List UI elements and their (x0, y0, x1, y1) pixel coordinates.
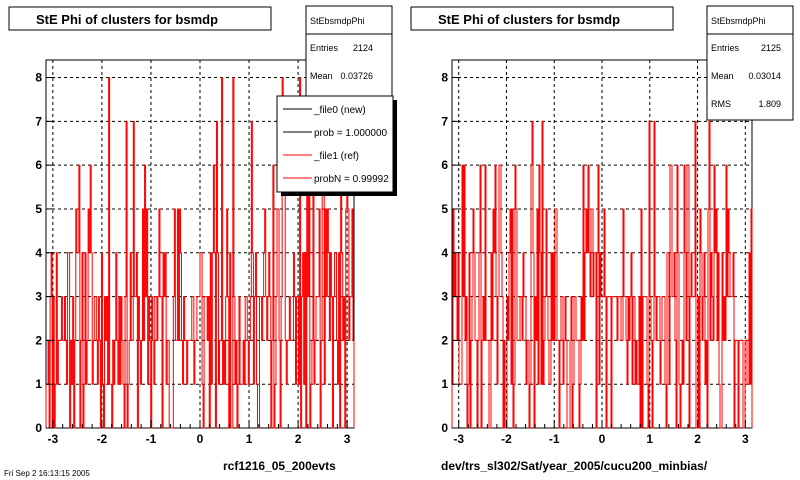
y-tick-label: 2 (441, 333, 448, 347)
x-tick-label: 3 (742, 432, 749, 446)
y-tick-label: 0 (35, 421, 42, 435)
x-tick-label: 2 (295, 432, 302, 446)
y-tick-label: 4 (441, 246, 448, 260)
left-title: StE Phi of clusters for bsmdp (36, 12, 218, 27)
right-stats-name: StEbsmdpPhi (711, 16, 766, 26)
left-histogram (45, 77, 355, 429)
x-tick-label: 2 (694, 432, 701, 446)
right-stats-entries-value: 2125 (761, 43, 781, 53)
left-xlabel: rcf1216_05_200evts (223, 459, 336, 473)
right-stats-mean-label: Mean (711, 71, 734, 81)
histogram-series (45, 77, 355, 429)
right-stats-box (706, 5, 794, 121)
left-axes: 0 1 2 3 4 5 6 7 8 -3 -2 -1 0 1 2 3 (35, 71, 350, 446)
y-tick-label: 4 (35, 246, 42, 260)
left-stats-entries-label: Entries (310, 43, 339, 53)
legend-label-probn: probN = 0.99992 (314, 174, 389, 185)
y-tick-label: 5 (441, 202, 448, 216)
right-title: StE Phi of clusters for bsmdp (438, 12, 620, 27)
left-panel: StE Phi of clusters for bsmdp 0 1 2 3 4 5 6 7 8 -… (8, 5, 397, 473)
legend-label-prob: prob = 1.000000 (314, 128, 388, 139)
y-tick-label: 2 (35, 333, 42, 347)
left-stats-name: StEbsmdpPhi (310, 16, 365, 26)
legend-label-ref: _file1 (ref) (313, 151, 359, 162)
x-tick-label: 1 (646, 432, 653, 446)
y-tick-label: 3 (35, 290, 42, 304)
y-tick-label: 5 (35, 202, 42, 216)
y-tick-label: 1 (441, 377, 448, 391)
x-tick-label: 0 (197, 432, 204, 446)
x-tick-label: -3 (453, 432, 464, 446)
x-tick-label: 0 (599, 432, 606, 446)
y-tick-label: 7 (35, 114, 42, 128)
right-title-box (410, 6, 674, 31)
legend-label-new: _file0 (new) (313, 105, 366, 116)
left-stats-mean-label: Mean (310, 71, 333, 81)
x-tick-label: -1 (549, 432, 560, 446)
right-stats-rms-value: 1.809 (758, 99, 781, 109)
y-tick-label: 8 (35, 71, 42, 85)
left-title-box (8, 6, 272, 31)
x-tick-label: -2 (97, 432, 108, 446)
right-histogram (451, 120, 753, 429)
y-tick-label: 6 (35, 158, 42, 172)
right-xlabel: dev/trs_sl302/Sat/year_2005/cucu200_minb… (441, 459, 708, 473)
left-stats-entries-value: 2124 (353, 43, 373, 53)
x-tick-label: -1 (146, 432, 157, 446)
y-tick-label: 6 (441, 158, 448, 172)
left-stats-box (305, 5, 393, 99)
y-tick-label: 0 (441, 421, 448, 435)
x-tick-label: -2 (501, 432, 512, 446)
y-tick-label: 3 (441, 290, 448, 304)
right-stats-mean-value: 0.03014 (748, 71, 781, 81)
x-tick-label: 3 (344, 432, 351, 446)
right-axes: 0 1 2 3 4 5 6 7 8 -3 -2 -1 0 1 2 3 (441, 71, 749, 446)
legend-box (276, 95, 394, 193)
left-stats-mean-value: 0.03726 (340, 71, 373, 81)
right-panel: StE Phi of clusters for bsmdp 0 1 2 3 4 5 6 7 8 -… (410, 5, 794, 473)
footer-date: Fri Sep 2 16:13:15 2005 (4, 469, 90, 478)
y-tick-label: 7 (441, 114, 448, 128)
y-tick-label: 1 (35, 377, 42, 391)
right-stats-entries-label: Entries (711, 43, 740, 53)
right-stats-rms-label: RMS (711, 99, 731, 109)
y-tick-label: 8 (441, 71, 448, 85)
x-tick-label: -3 (48, 432, 59, 446)
histogram-series (451, 120, 753, 429)
x-tick-label: 1 (246, 432, 253, 446)
